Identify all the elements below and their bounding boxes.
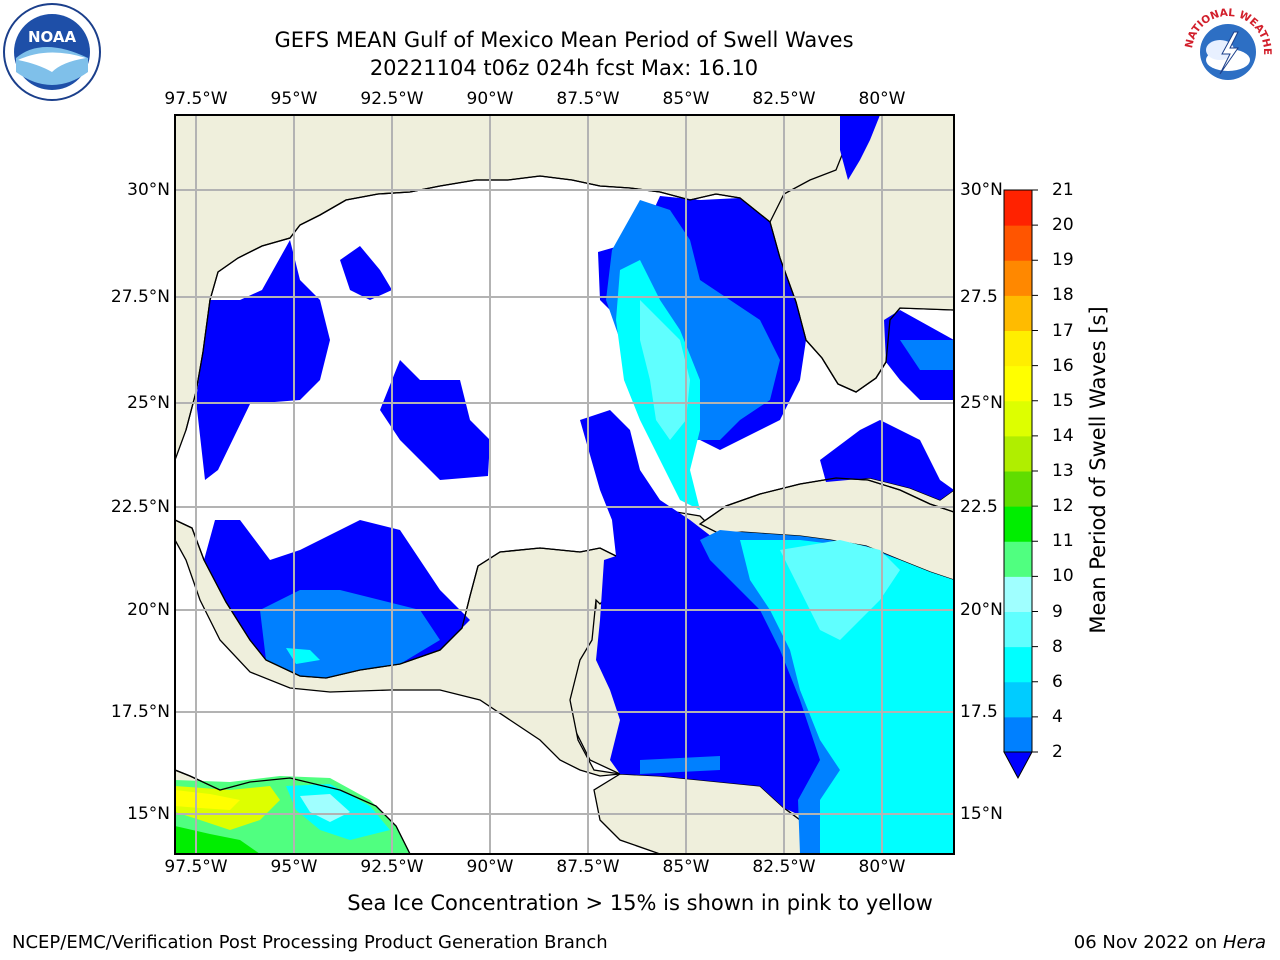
colorbar-tick-label: 4 xyxy=(1052,706,1063,727)
colorbar-tick-label: 21 xyxy=(1052,180,1074,200)
colorbar-segment xyxy=(1004,681,1032,718)
colorbar-tick-label: 6 xyxy=(1052,671,1063,692)
colorbar-tick-label: 14 xyxy=(1052,425,1074,446)
colorbar-tick-label: 15 xyxy=(1052,390,1074,411)
chart-title: GEFS MEAN Gulf of Mexico Mean Period of … xyxy=(274,28,854,52)
colorbar-segment xyxy=(1004,225,1032,261)
sea-ice-footnote: Sea Ice Concentration > 15% is shown in … xyxy=(347,891,933,915)
y-tick-label-right: 30°N xyxy=(960,180,1003,200)
x-tick-label-bottom: 82.5°W xyxy=(752,857,816,877)
x-tick-label-top: 80°W xyxy=(858,89,906,109)
x-tick-label-bottom: 85°W xyxy=(662,857,710,877)
svg-text:NOAA: NOAA xyxy=(28,28,77,46)
colorbar-tick-label: 12 xyxy=(1052,496,1074,517)
y-tick-label-left: 15°N xyxy=(127,804,170,824)
y-tick-label-right: 17.5 xyxy=(960,702,998,722)
x-tick-label-top: 90°W xyxy=(466,89,514,109)
y-tick-label-left: 27.5°N xyxy=(110,287,170,307)
colorbar-segment xyxy=(1004,576,1032,612)
x-tick-label-top: 87.5°W xyxy=(556,89,620,109)
colorbar-segment xyxy=(1004,190,1032,226)
x-tick-label-top: 85°W xyxy=(662,89,710,109)
chart-subtitle: 20221104 t06z 024h fcst Max: 16.10 xyxy=(369,56,759,80)
colorbar-tick-label: 11 xyxy=(1052,531,1074,552)
colorbar-title: Mean Period of Swell Waves [s] xyxy=(1086,306,1110,634)
noaa-logo: NOAA xyxy=(2,2,102,102)
x-tick-label-bottom: 97.5°W xyxy=(164,857,228,877)
colorbar-tick-label: 2 xyxy=(1052,742,1063,762)
colorbar xyxy=(1003,189,1038,780)
x-tick-label-top: 97.5°W xyxy=(164,89,228,109)
colorbar-tick-label: 13 xyxy=(1052,461,1074,481)
colorbar-segment xyxy=(1004,330,1032,367)
y-tick-label-left: 20°N xyxy=(127,600,170,620)
y-tick-label-right: 25°N xyxy=(960,393,1003,413)
colorbar-segment xyxy=(1004,435,1032,472)
colorbar-segment xyxy=(1004,400,1032,437)
y-tick-label-left: 22.5°N xyxy=(110,497,170,517)
y-tick-label-right: 22.5 xyxy=(960,497,998,517)
y-tick-label-left: 17.5°N xyxy=(110,702,170,722)
colorbar-segment xyxy=(1004,646,1032,683)
x-tick-label-bottom: 90°W xyxy=(466,857,514,877)
y-tick-label-left: 25°N xyxy=(127,393,170,413)
colorbar-under-triangle xyxy=(1003,751,1033,780)
x-tick-label-top: 82.5°W xyxy=(752,89,816,109)
colorbar-tick-label: 19 xyxy=(1052,250,1074,271)
colorbar-tick-label: 8 xyxy=(1052,636,1063,657)
run-date: 06 Nov 2022 on Hera xyxy=(1074,932,1266,953)
colorbar-tick-label: 18 xyxy=(1052,285,1074,306)
x-tick-label-bottom: 80°W xyxy=(858,857,906,877)
x-tick-label-bottom: 95°W xyxy=(270,857,318,877)
x-tick-label-top: 92.5°W xyxy=(360,89,424,109)
colorbar-segment xyxy=(1004,716,1032,753)
colorbar-segment xyxy=(1004,260,1032,296)
x-tick-label-bottom: 87.5°W xyxy=(556,857,620,877)
host-name: Hera xyxy=(1222,932,1266,953)
colorbar-segment xyxy=(1004,541,1032,577)
y-tick-label-right: 20°N xyxy=(960,600,1003,620)
run-date-text: 06 Nov 2022 on xyxy=(1073,932,1223,953)
colorbar-segment xyxy=(1004,365,1032,402)
colorbar-tick-label: 10 xyxy=(1052,566,1074,587)
nws-logo: NATIONAL WEATHER SERVICE xyxy=(1174,0,1278,102)
x-tick-label-top: 95°W xyxy=(270,89,318,109)
colorbar-tick-label: 16 xyxy=(1052,355,1074,376)
map-frame xyxy=(174,114,955,855)
colorbar-tick-label: 17 xyxy=(1052,320,1074,341)
colorbar-segment xyxy=(1004,506,1032,542)
y-tick-label-left: 30°N xyxy=(127,180,170,200)
map-gridlines xyxy=(175,115,954,854)
colorbar-segment xyxy=(1004,611,1032,648)
x-tick-label-bottom: 92.5°W xyxy=(360,857,424,877)
colorbar-tick-label: 9 xyxy=(1052,601,1063,622)
colorbar-tick-label: 20 xyxy=(1052,215,1074,236)
colorbar-segment xyxy=(1004,471,1032,507)
y-tick-label-right: 27.5 xyxy=(960,287,998,307)
colorbar-segment xyxy=(1004,295,1032,331)
y-tick-label-right: 15°N xyxy=(960,804,1003,824)
producer-credit: NCEP/EMC/Verification Post Processing Pr… xyxy=(12,932,608,953)
